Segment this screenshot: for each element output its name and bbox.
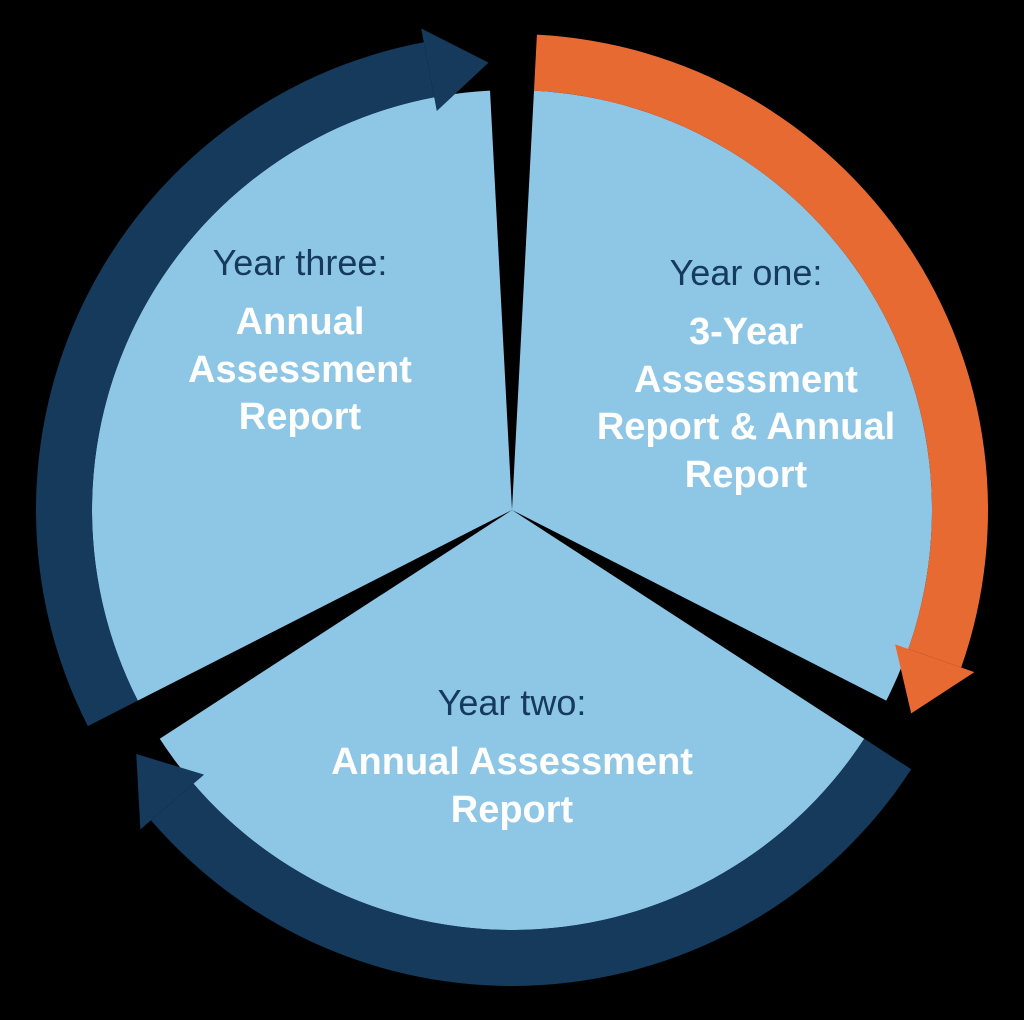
segment-year-one-body: 3-Year Assessment Report & Annual Report	[576, 309, 916, 499]
segment-year-two-body: Annual Assessment Report	[312, 739, 712, 834]
diagram-svg	[0, 0, 1024, 1020]
segment-year-three-body: Annual Assessment Report	[160, 299, 440, 442]
cycle-diagram: Year one: 3-Year Assessment Report & Ann…	[0, 0, 1024, 1020]
segment-year-one-label: Year one: 3-Year Assessment Report & Ann…	[576, 250, 916, 499]
segment-year-two-title: Year two:	[312, 680, 712, 725]
segment-year-three-title: Year three:	[160, 240, 440, 285]
segment-year-one-title: Year one:	[576, 250, 916, 295]
segment-year-three-label: Year three: Annual Assessment Report	[160, 240, 440, 442]
segment-year-two-label: Year two: Annual Assessment Report	[312, 680, 712, 834]
